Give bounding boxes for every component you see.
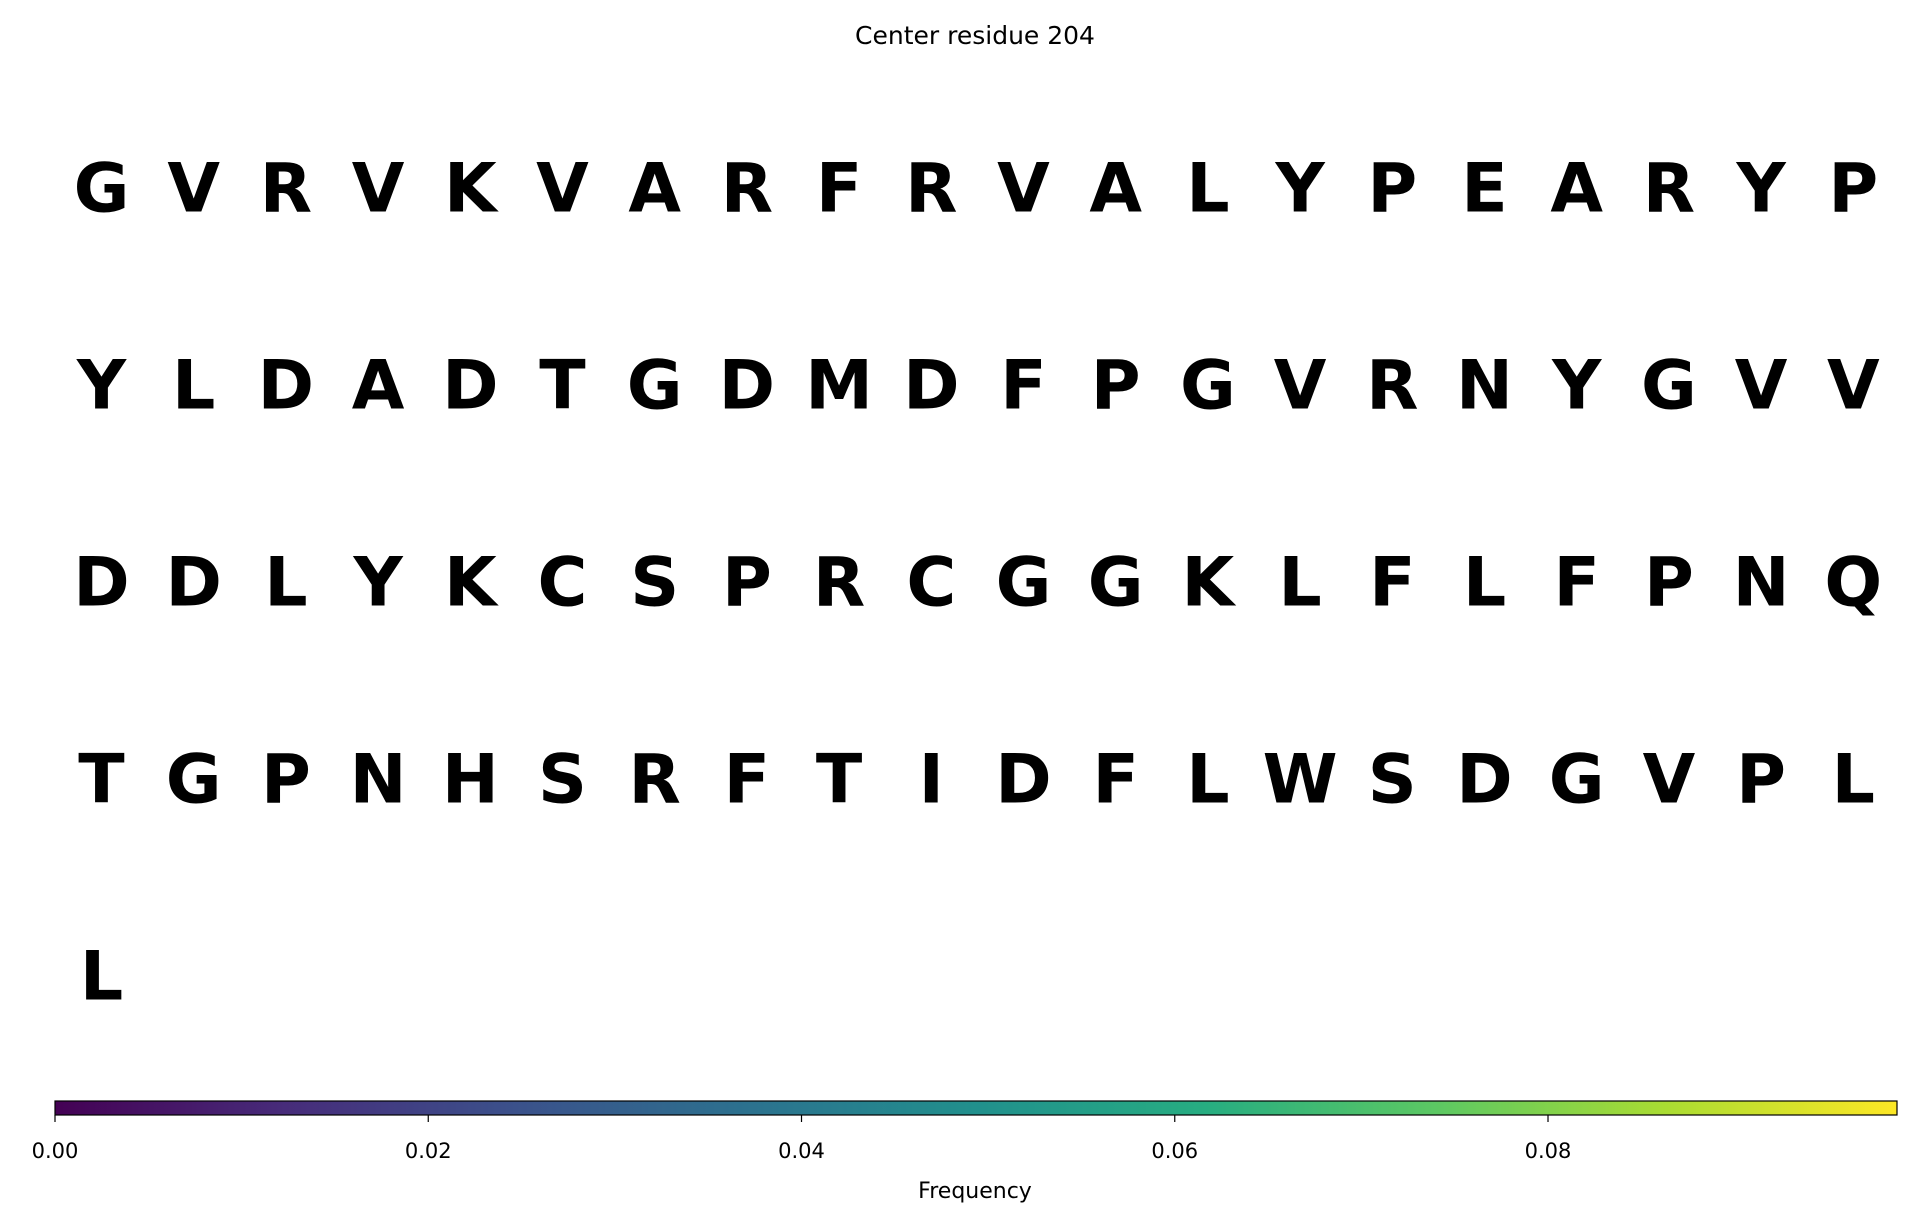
- residue-letter: F: [816, 150, 862, 229]
- x-tick-label: 0.04: [778, 1139, 825, 1163]
- residue-letter: C: [538, 544, 588, 623]
- residue-letter: Y: [1735, 150, 1786, 229]
- residue-letter: M: [805, 347, 873, 426]
- residue-letter: F: [1553, 544, 1599, 623]
- residue-letter: L: [1463, 544, 1506, 623]
- residue-letter: H: [442, 741, 499, 820]
- colorbar-label: Frequency: [918, 1179, 1032, 1204]
- residue-letter: S: [538, 741, 587, 820]
- x-tick-label: 0.00: [32, 1139, 79, 1163]
- residue-letter: A: [1089, 150, 1142, 229]
- residue-letter: D: [1456, 741, 1512, 820]
- residue-letter: I: [919, 741, 944, 820]
- residue-letter: P: [1644, 544, 1694, 623]
- residue-letter: K: [1182, 544, 1237, 623]
- residue-letter: G: [166, 741, 222, 820]
- x-tick-label: 0.06: [1151, 1139, 1198, 1163]
- residue-letter: V: [536, 150, 589, 229]
- residue-letter: P: [1828, 150, 1878, 229]
- residue-letter: R: [721, 150, 773, 229]
- residue-letter: Y: [1274, 150, 1325, 229]
- residue-letter: Y: [352, 544, 403, 623]
- residue-letter: L: [80, 938, 123, 1017]
- residue-letter: G: [74, 150, 130, 229]
- residue-letter: P: [1736, 741, 1786, 820]
- residue-letter: W: [1263, 741, 1338, 820]
- residue-letter: T: [539, 347, 586, 426]
- residue-letter: G: [1549, 741, 1605, 820]
- colorbar: [54, 1100, 1898, 1116]
- residue-letter: Q: [1824, 544, 1882, 623]
- residue-letter: D: [442, 347, 498, 426]
- residue-letter: G: [1641, 347, 1697, 426]
- residue-letter: A: [628, 150, 681, 229]
- residue-letter: C: [906, 544, 956, 623]
- residue-letter: R: [1366, 347, 1418, 426]
- residue-letter: R: [260, 150, 312, 229]
- residue-letter: S: [630, 544, 679, 623]
- residue-letter: F: [1369, 544, 1415, 623]
- residue-letter: D: [165, 544, 221, 623]
- residue-letter: L: [264, 544, 307, 623]
- residue-letter: D: [995, 741, 1051, 820]
- residue-letter: S: [1368, 741, 1417, 820]
- residue-letter: G: [1088, 544, 1144, 623]
- x-tick-label: 0.02: [405, 1139, 452, 1163]
- residue-letter: P: [1091, 347, 1141, 426]
- residue-letter: D: [73, 544, 129, 623]
- residue-letter: V: [1274, 347, 1327, 426]
- residue-letter: N: [1456, 347, 1513, 426]
- residue-letter: D: [903, 347, 959, 426]
- residue-letter: V: [997, 150, 1050, 229]
- chart-title: Center residue 204: [855, 21, 1095, 50]
- residue-letter: R: [905, 150, 957, 229]
- residue-letter: N: [1733, 544, 1790, 623]
- residue-letter: Y: [76, 347, 127, 426]
- residue-letter: D: [719, 347, 775, 426]
- residue-letter: P: [722, 544, 772, 623]
- residue-letter: T: [816, 741, 863, 820]
- residue-letter: Y: [1551, 347, 1602, 426]
- residue-letter: R: [629, 741, 681, 820]
- residue-letter: V: [352, 150, 405, 229]
- residue-letter: K: [444, 150, 499, 229]
- residue-letter: F: [1000, 347, 1046, 426]
- residue-letter: P: [261, 741, 311, 820]
- residue-letter: V: [167, 150, 220, 229]
- residue-letter: V: [1735, 347, 1788, 426]
- residue-letter: K: [444, 544, 499, 623]
- residue-letter: V: [1827, 347, 1880, 426]
- residue-letter: F: [1092, 741, 1138, 820]
- residue-letter: R: [1643, 150, 1695, 229]
- residue-letter: D: [258, 347, 314, 426]
- residue-letter: L: [1186, 741, 1229, 820]
- residue-letter: G: [1180, 347, 1236, 426]
- residue-letter: F: [724, 741, 770, 820]
- residue-letter: A: [352, 347, 405, 426]
- residue-letter: L: [1186, 150, 1229, 229]
- residue-letter: L: [1278, 544, 1321, 623]
- residue-letter: R: [813, 544, 865, 623]
- residue-letter: L: [1832, 741, 1875, 820]
- residue-letter: G: [996, 544, 1052, 623]
- residue-letter: P: [1367, 150, 1417, 229]
- residue-letter: A: [1550, 150, 1603, 229]
- residue-letter: T: [78, 741, 125, 820]
- x-tick-label: 0.08: [1525, 1139, 1572, 1163]
- residue-letter: L: [172, 347, 215, 426]
- residue-letter: E: [1461, 150, 1507, 229]
- residue-letter: G: [627, 347, 683, 426]
- residue-letter: N: [350, 741, 407, 820]
- residue-letter: V: [1643, 741, 1696, 820]
